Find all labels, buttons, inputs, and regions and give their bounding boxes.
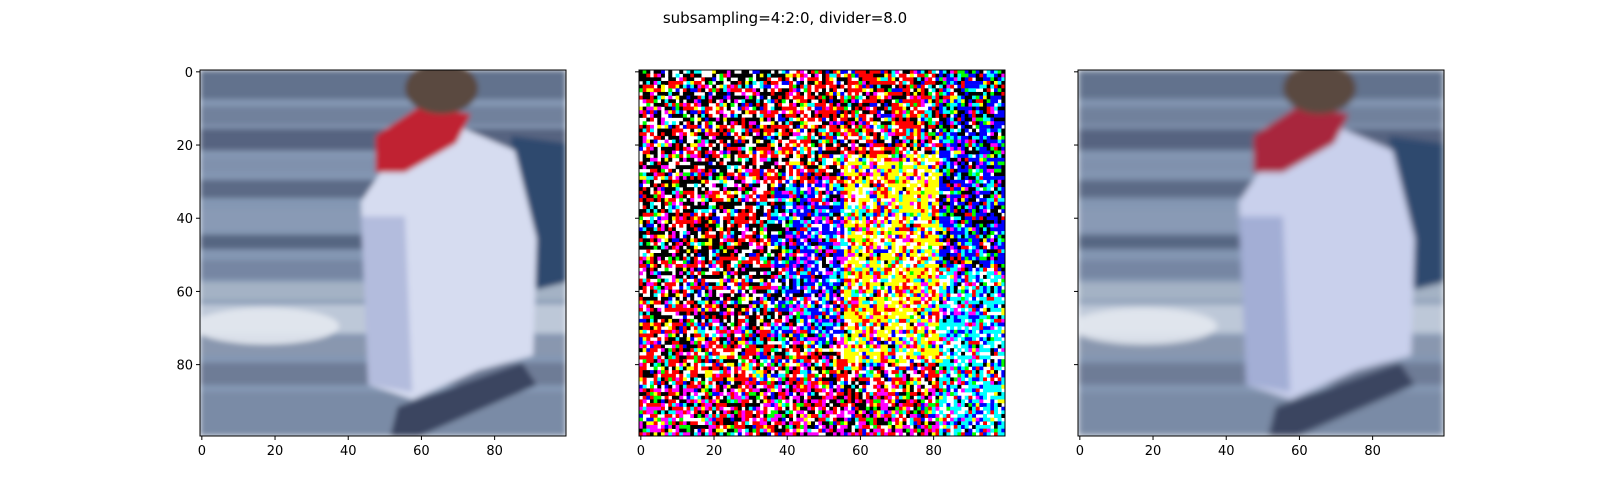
x-tick-label: 0 — [637, 444, 645, 459]
x-tick-label: 0 — [1076, 444, 1084, 459]
x-tick-label: 60 — [413, 444, 430, 459]
x-tick-label: 20 — [1145, 444, 1162, 459]
x-tick-label: 40 — [1218, 444, 1235, 459]
y-tick-label: 0 — [185, 66, 193, 81]
y-tick-label: 20 — [176, 139, 193, 154]
x-tick-label: 80 — [486, 444, 503, 459]
axes-frame — [199, 69, 567, 437]
photo-image — [1078, 70, 1444, 436]
panel-left: 0 20 40 60 80 0 20 40 60 80 — [176, 66, 567, 459]
panels: 0 20 40 60 80 0 20 40 60 80 0 20 40 60 80 0 20 40 60 80 — [176, 66, 1445, 459]
photo-image — [200, 70, 566, 436]
x-tick-label: 80 — [1364, 444, 1381, 459]
noise-image — [639, 70, 1006, 437]
x-tick-label: 20 — [267, 444, 284, 459]
x-tick-label: 20 — [706, 444, 723, 459]
x-tick-label: 60 — [852, 444, 869, 459]
axes-frame — [1077, 69, 1445, 437]
panel-right: 0 20 40 60 80 — [1074, 69, 1445, 459]
x-tick-label: 40 — [779, 444, 796, 459]
panel-middle: 0 20 40 60 80 — [635, 69, 1006, 459]
x-tick-label: 0 — [198, 444, 206, 459]
y-tick-label: 40 — [176, 212, 193, 227]
x-tick-label: 40 — [340, 444, 357, 459]
y-tick-label: 80 — [176, 359, 193, 374]
y-tick-label: 60 — [176, 285, 193, 300]
x-tick-label: 60 — [1291, 444, 1308, 459]
figure-title: subsampling=4:2:0, divider=8.0 — [663, 9, 907, 27]
x-tick-label: 80 — [925, 444, 942, 459]
axes-frame — [638, 69, 1006, 437]
